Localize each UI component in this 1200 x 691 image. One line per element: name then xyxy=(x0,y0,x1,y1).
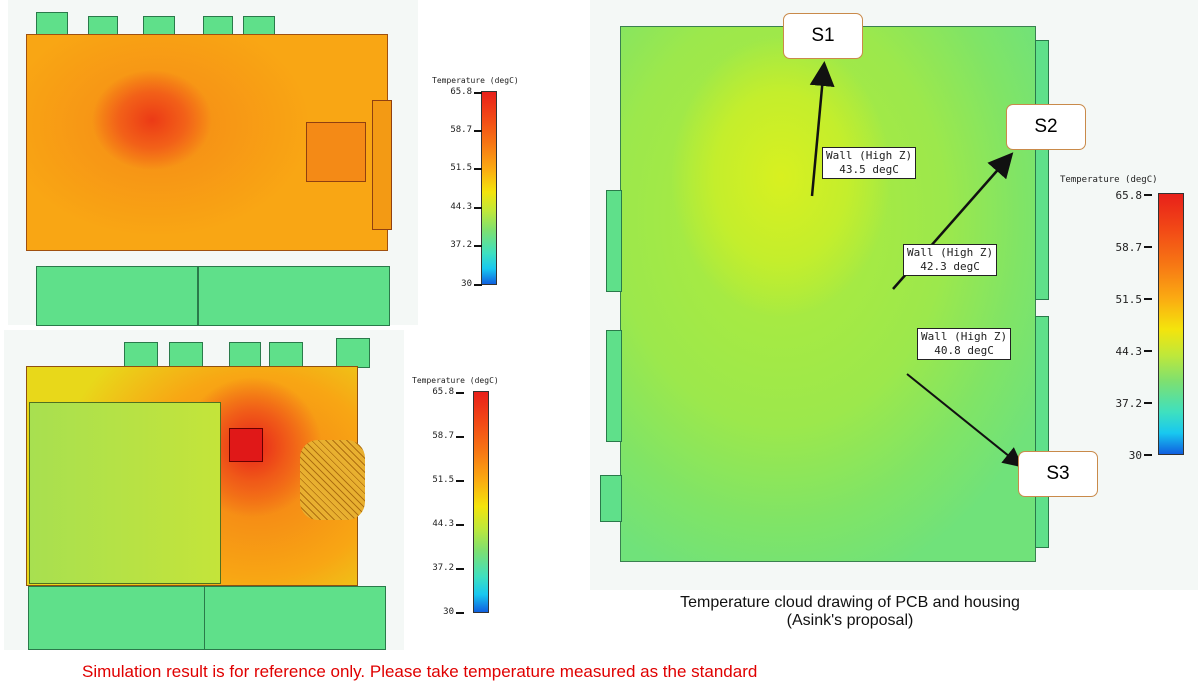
housing-block xyxy=(198,266,390,326)
tick-label: 51.5 xyxy=(438,163,482,173)
connector xyxy=(229,342,261,368)
tick-label: 44.3 xyxy=(1108,345,1152,358)
tick-label: 58.7 xyxy=(1108,241,1152,254)
tick-label: 44.3 xyxy=(438,202,482,212)
colorbar-title: Temperature (degC) xyxy=(432,76,519,85)
hot-component xyxy=(229,428,263,462)
probe-label-s2: S2 xyxy=(1006,104,1086,150)
pcb-bottom-view xyxy=(4,330,404,650)
daughter-board xyxy=(29,402,221,584)
tick-label: 58.7 xyxy=(438,125,482,135)
housing-block xyxy=(28,586,205,650)
tick-label: 51.5 xyxy=(420,475,464,485)
probe-readout-s1: Wall (High Z) 43.5 degC xyxy=(822,147,917,179)
caption-line1: Temperature cloud drawing of PCB and hou… xyxy=(680,594,1020,611)
housing-thermal-map xyxy=(620,26,1036,562)
connector xyxy=(606,190,622,292)
connector xyxy=(600,475,622,522)
tick-label: 30 xyxy=(420,607,464,617)
colorbar xyxy=(1158,193,1184,455)
connector xyxy=(36,12,68,36)
tick-label: 51.5 xyxy=(1108,293,1152,306)
colorbar xyxy=(481,91,497,285)
tick-label: 30 xyxy=(438,279,482,289)
heatsink xyxy=(306,122,366,182)
housing-block xyxy=(204,586,386,650)
tick-label: 44.3 xyxy=(420,519,464,529)
tick-label: 58.7 xyxy=(420,431,464,441)
probe-label-s1: S1 xyxy=(783,13,863,59)
colorbar xyxy=(473,391,489,613)
capacitors xyxy=(300,440,365,520)
colorbar-title: Temperature (degC) xyxy=(412,376,499,385)
tick-label: 37.2 xyxy=(1108,397,1152,410)
caption-line2: (Asink's proposal) xyxy=(786,612,914,629)
colorbar-title: Temperature (degC) xyxy=(1060,175,1158,185)
side-connector xyxy=(372,100,392,230)
arrow-s1 xyxy=(809,61,835,197)
disclaimer-note: Simulation result is for reference only.… xyxy=(82,662,758,681)
tick-label: 37.2 xyxy=(438,240,482,250)
probe-readout-s2: Wall (High Z) 42.3 degC xyxy=(903,244,998,276)
pcb-top-view xyxy=(8,0,418,326)
arrow-s3 xyxy=(906,373,1024,468)
housing-block xyxy=(36,266,198,326)
connector xyxy=(269,342,303,368)
tick-label: 65.8 xyxy=(438,87,482,97)
caption: Temperature cloud drawing of PCB and hou… xyxy=(600,594,1100,630)
tick-label: 30 xyxy=(1108,449,1152,462)
tick-label: 65.8 xyxy=(1108,189,1152,202)
probe-label-s3: S3 xyxy=(1018,451,1098,497)
probe-readout-s3: Wall (High Z) 40.8 degC xyxy=(917,328,1012,360)
connector xyxy=(606,330,622,442)
tick-label: 65.8 xyxy=(420,387,464,397)
tick-label: 37.2 xyxy=(420,563,464,573)
